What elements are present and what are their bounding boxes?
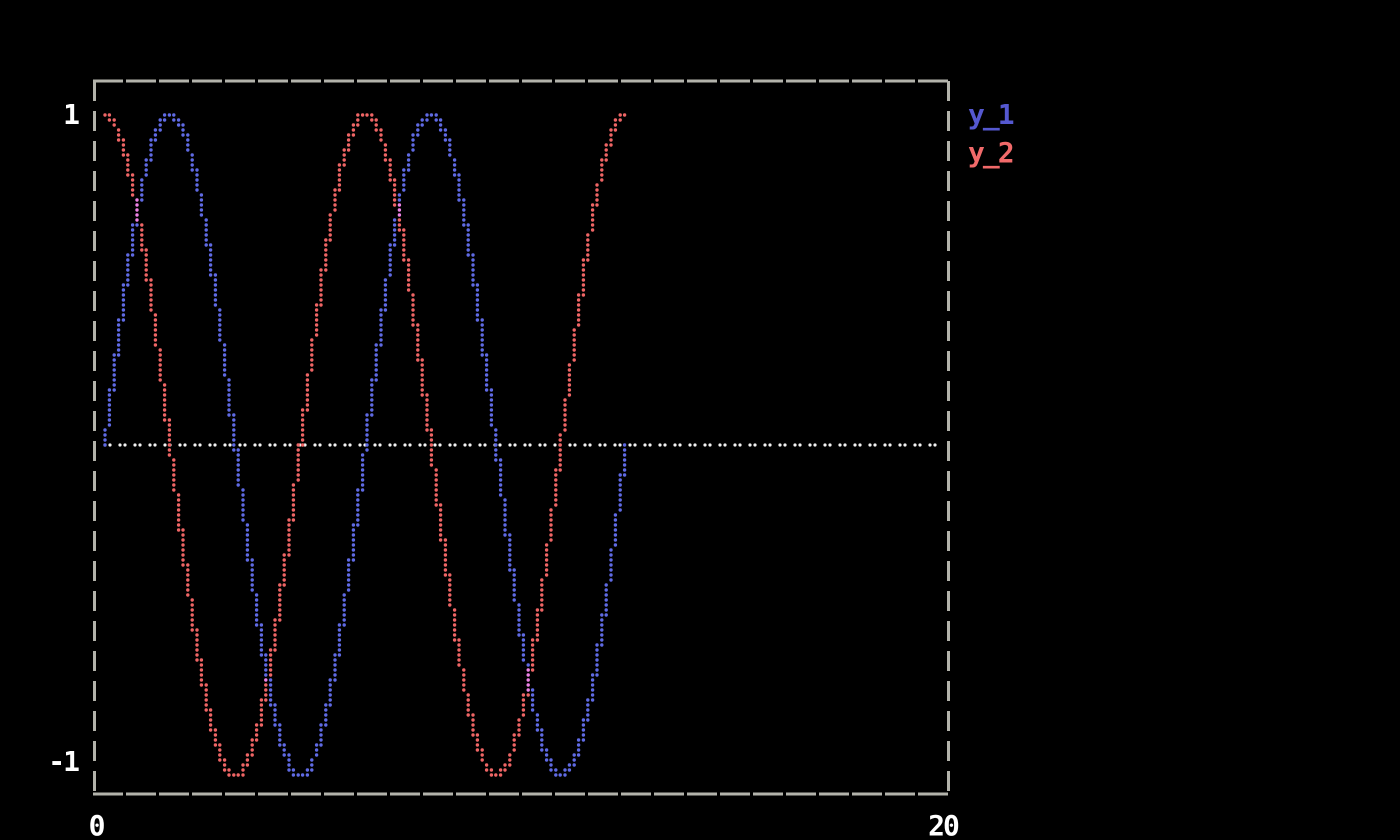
series-y2-dots [103,113,627,777]
y-axis-tick-min: -1 [48,745,80,778]
zero-line [103,443,937,447]
legend-item-y2: y_2 [968,136,1015,169]
series-overlap-dots [135,198,530,692]
x-axis-tick-max: 20 [928,809,960,840]
plot-border [93,79,950,796]
x-axis-tick-min: 0 [88,809,106,840]
y-axis-tick-max: 1 [63,98,80,131]
series-y1-dots [103,113,627,777]
legend: y_1 y_2 [968,98,1015,177]
legend-item-y1: y_1 [968,98,1015,131]
